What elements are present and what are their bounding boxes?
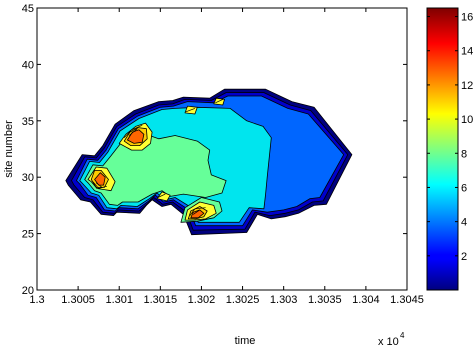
colorbar-tick-label: 8 — [461, 148, 467, 160]
colorbar-tick-label: 16 — [461, 12, 473, 24]
contour-line-1 — [95, 182, 103, 188]
contour-line-5 — [193, 209, 200, 215]
x-tick-label: 1.3035 — [308, 294, 342, 306]
y-tick-label: 20 — [22, 285, 34, 297]
x-exponent-value: 4 — [400, 331, 405, 340]
colorbar-tick-label: 2 — [461, 251, 467, 263]
y-tick-label: 45 — [22, 3, 34, 15]
colorbar-tick-label: 10 — [461, 114, 473, 126]
x-tick-label: 1.3 — [29, 294, 44, 306]
contour-line-3 — [128, 128, 138, 136]
x-tick-label: 1.3015 — [144, 294, 178, 306]
x-tick-label: 1.303 — [270, 294, 298, 306]
x-tick-label: 1.3005 — [61, 294, 95, 306]
x-tick-label: 1.3045 — [390, 294, 424, 306]
x-axis: 1.3 1.3005 1.301 1.3015 1.302 1.3025 1.303 1.30… — [29, 8, 424, 306]
colorbar-tick-label: 6 — [461, 182, 467, 194]
y-tick-label: 25 — [22, 229, 34, 241]
y-axis-label: site number — [3, 120, 15, 178]
colorbar-tick-label: 12 — [461, 80, 473, 92]
x-tick-label: 1.301 — [105, 294, 133, 306]
colorbar-tick-label: 14 — [461, 46, 473, 58]
y-tick-label: 35 — [22, 116, 34, 128]
contour-line-4 — [189, 207, 206, 216]
plot-area-frame — [36, 7, 408, 291]
contour-line-6 — [185, 108, 196, 113]
contour-region-17 — [190, 209, 205, 219]
contour-line-0 — [92, 181, 107, 189]
y-tick-label: 30 — [22, 172, 34, 184]
contour-region-9 — [156, 191, 171, 202]
colorbar-tick-label: 4 — [461, 217, 467, 229]
contour-region-16 — [127, 129, 145, 144]
colorbar — [426, 7, 459, 291]
contour-line-7 — [215, 99, 223, 104]
x-exponent-label: x 10 — [378, 336, 399, 348]
x-tick-label: 1.304 — [352, 294, 380, 306]
y-tick-label: 40 — [22, 59, 34, 71]
x-tick-label: 1.302 — [188, 294, 216, 306]
y-axis: 20 25 30 35 40 45 — [22, 3, 407, 297]
contour-regions — [65, 88, 353, 236]
contour-lines — [92, 99, 223, 216]
x-tick-label: 1.3025 — [226, 294, 260, 306]
x-axis-label: time — [235, 335, 256, 347]
contour-line-8 — [157, 193, 166, 198]
contour-region-11 — [213, 97, 225, 106]
colorbar-ticks: 2 4 6 8 10 12 14 16 — [427, 12, 473, 263]
contour-line-2 — [123, 124, 143, 138]
